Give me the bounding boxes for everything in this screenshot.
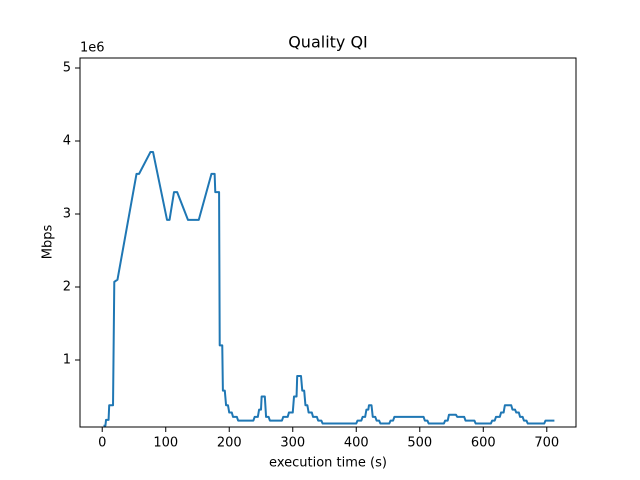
chart-title: Quality QI (288, 33, 368, 52)
x-tick-label: 700 (534, 436, 559, 451)
y-tick-label: 4 (63, 133, 71, 148)
plot-area (103, 150, 555, 427)
axes-frame (79, 57, 577, 428)
y-tick-label: 1 (63, 352, 71, 367)
x-tick-label: 600 (471, 436, 496, 451)
x-tick-label: 500 (407, 436, 432, 451)
y-tick-label: 5 (63, 61, 71, 76)
data-line (103, 150, 555, 427)
x-tick-label: 400 (344, 436, 369, 451)
y-axis-label: Mbps (41, 225, 56, 260)
x-tick-label: 300 (280, 436, 305, 451)
x-axis-label: execution time (s) (269, 456, 387, 471)
x-tick-label: 100 (153, 436, 178, 451)
y-offset-text: 1e6 (80, 41, 105, 56)
x-tick-label: 200 (217, 436, 242, 451)
y-tick-label: 2 (63, 279, 71, 294)
y-tick-label: 3 (63, 206, 71, 221)
x-tick-label: 0 (98, 436, 106, 451)
